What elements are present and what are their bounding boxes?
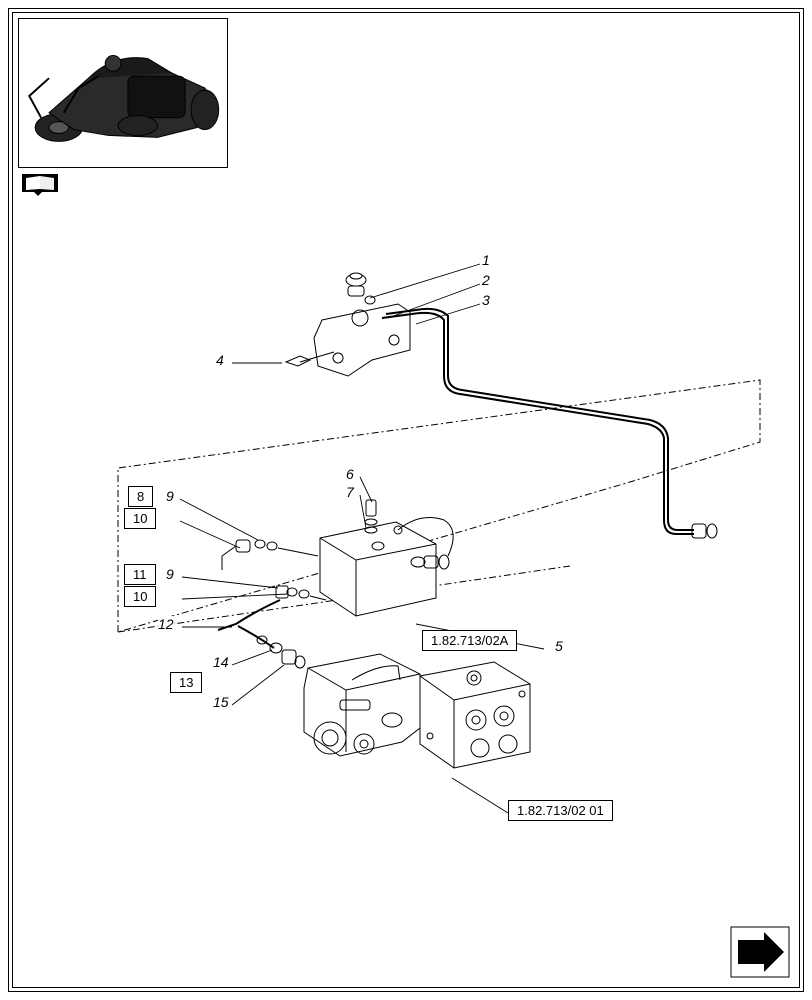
callout-14: 14 <box>213 654 229 670</box>
callout-1: 1 <box>482 252 490 268</box>
callout-12: 12 <box>158 616 174 632</box>
callout-8: 8 <box>128 486 153 507</box>
callout-9b: 9 <box>166 566 174 582</box>
callout-6: 6 <box>346 466 354 482</box>
callout-13: 13 <box>170 672 202 693</box>
callout-4: 4 <box>216 352 224 368</box>
callout-ref2: 1.82.713/02 01 <box>508 800 613 821</box>
callout-5: 5 <box>555 638 563 654</box>
callout-7: 7 <box>346 484 354 500</box>
callout-10: 10 <box>124 508 156 529</box>
callout-3: 3 <box>482 292 490 308</box>
callout-ref1: 1.82.713/02A <box>422 630 517 651</box>
callout-9: 9 <box>166 488 174 504</box>
main-diagram <box>0 0 812 1000</box>
callout-2: 2 <box>482 272 490 288</box>
callout-10b: 10 <box>124 586 156 607</box>
callout-15: 15 <box>213 694 229 710</box>
callout-11: 11 <box>124 564 156 585</box>
